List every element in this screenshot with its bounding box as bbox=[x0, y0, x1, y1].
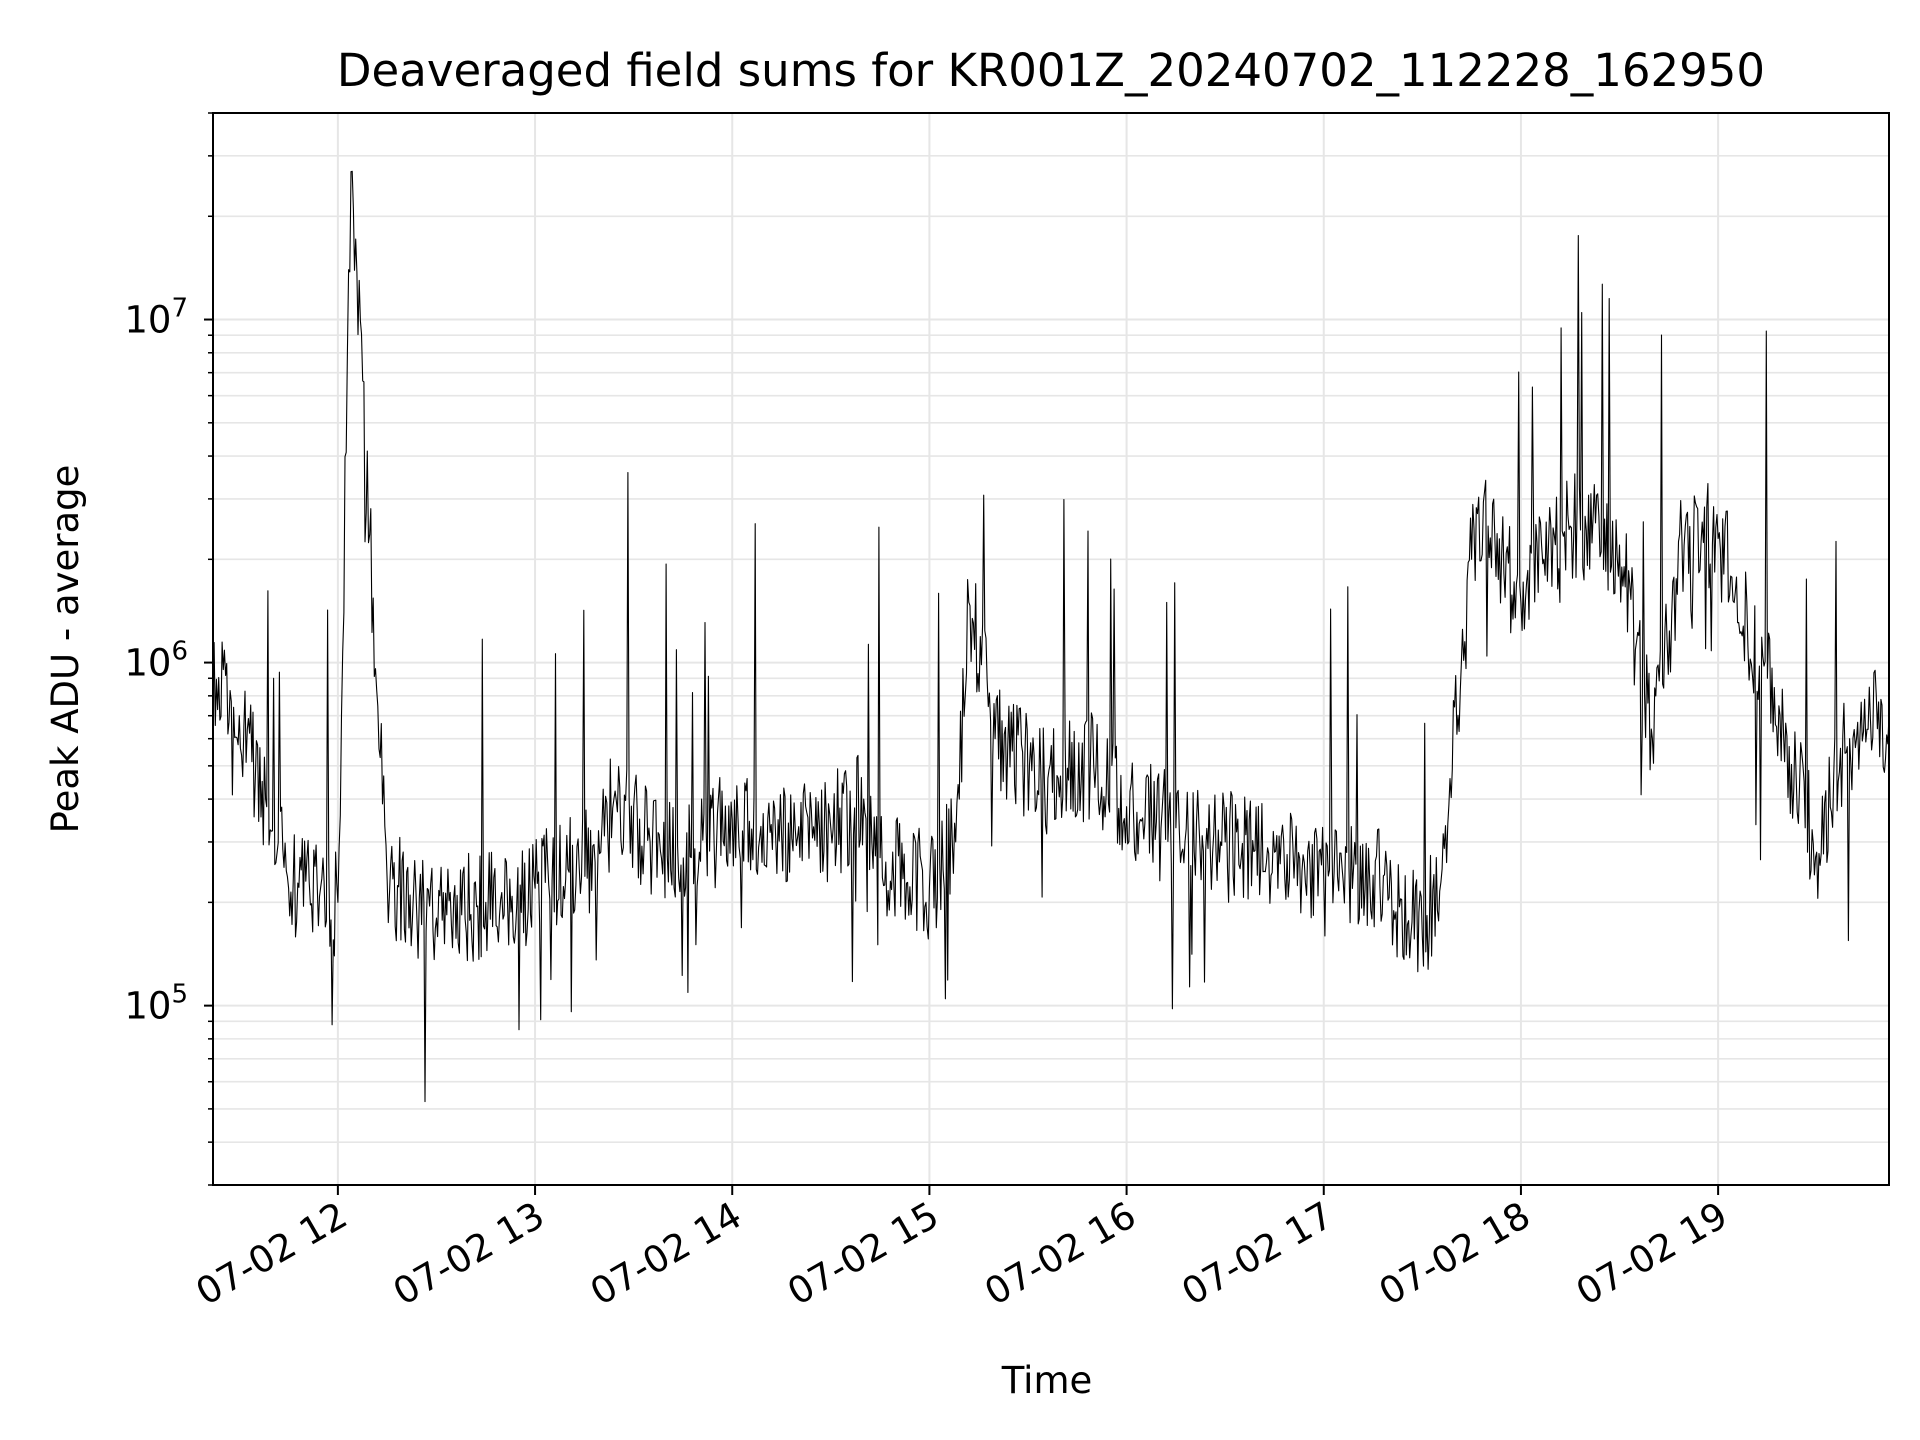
series-group bbox=[213, 170, 1889, 1103]
y-tick-label: 107 bbox=[124, 294, 188, 342]
plot-frame bbox=[212, 112, 1890, 1186]
y-tick-label: 105 bbox=[124, 980, 188, 1028]
chart-title: Deaveraged field sums for KR001Z_2024070… bbox=[337, 44, 1765, 97]
y-tick-label: 106 bbox=[124, 637, 188, 685]
y-axis-label: Peak ADU - average bbox=[44, 465, 87, 834]
x-axis-label: Time bbox=[1001, 1359, 1093, 1402]
series-layer bbox=[213, 170, 1889, 1103]
series-line bbox=[213, 170, 1889, 1103]
